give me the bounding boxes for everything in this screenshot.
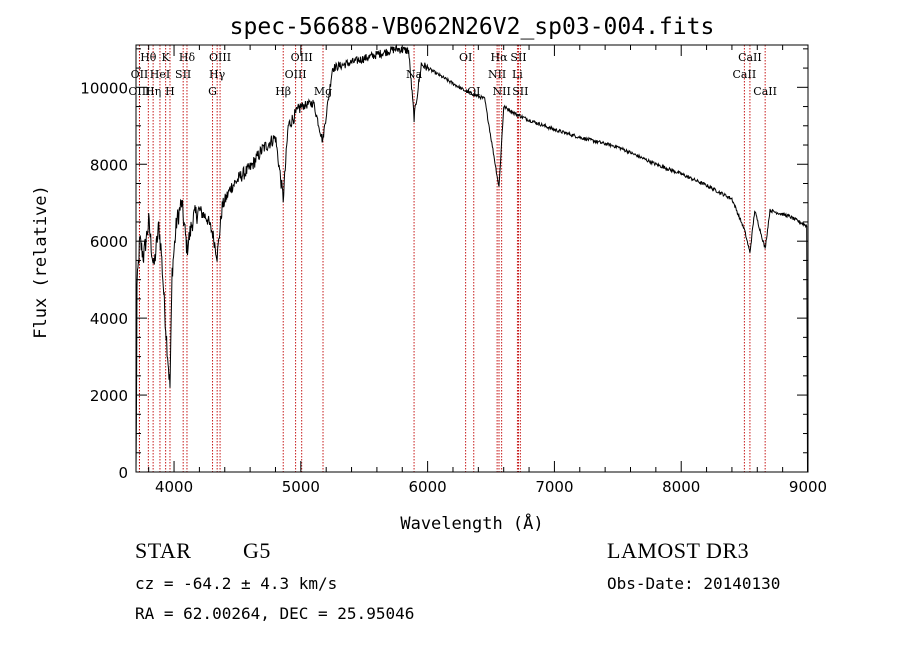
spectral-line-label: OII xyxy=(131,68,149,81)
axis-ticks: 4000 5000 6000 7000 8000 9000 0 2000 4000 6000 800… xyxy=(80,45,827,496)
object-class: STAR xyxy=(135,538,192,563)
chart-title: spec-56688-VB062N26V2_sp03-004.fits xyxy=(230,14,715,40)
spectral-line-label: OIII xyxy=(285,68,307,81)
spectral-line-label: CaII xyxy=(753,85,777,98)
spectral-line-label: OI xyxy=(459,51,472,64)
x-tick-label: 8000 xyxy=(662,478,700,496)
spectral-line-label: SII xyxy=(175,68,191,81)
spectral-line-label: Hη xyxy=(145,85,161,98)
x-tick-label: 6000 xyxy=(409,478,447,496)
spectral-line-label: Hβ xyxy=(275,85,291,98)
spectral-line-label: OIII xyxy=(291,51,313,64)
spectral-line-label: Hθ xyxy=(140,51,157,64)
spectral-line-label: CaII xyxy=(738,51,762,64)
spectral-line-label: NII xyxy=(493,85,511,98)
x-tick-label: 5000 xyxy=(282,478,320,496)
spectral-line-label: Hδ xyxy=(179,51,196,64)
spectral-line-label: NII xyxy=(488,68,506,81)
survey-name: LAMOST DR3 xyxy=(607,538,750,563)
spectral-line-label: HeI xyxy=(150,68,170,81)
spectral-line-label: Li xyxy=(512,68,523,81)
y-axis-label: Flux (relative) xyxy=(31,185,51,339)
spectral-line-markers xyxy=(138,45,766,472)
spectrum-series-line xyxy=(135,43,808,473)
y-tick-label: 10000 xyxy=(80,79,128,97)
spectral-line-label: CaII xyxy=(733,68,757,81)
y-tick-label: 0 xyxy=(118,464,128,482)
x-tick-label: 9000 xyxy=(789,478,827,496)
spectral-line-label: Hα xyxy=(490,51,508,64)
x-tick-label: 7000 xyxy=(535,478,573,496)
redshift-readout: cz = -64.2 ± 4.3 km/s xyxy=(135,574,338,593)
spectral-line-label: Mg xyxy=(314,85,332,98)
spectral-line-label: G xyxy=(208,85,217,98)
y-tick-label: 4000 xyxy=(90,310,128,328)
x-tick-label: 4000 xyxy=(155,478,193,496)
spectral-line-label: Hγ xyxy=(209,68,226,81)
observation-date: Obs-Date: 20140130 xyxy=(607,574,781,593)
spectral-line-label: K xyxy=(162,51,171,64)
plot-frame xyxy=(135,44,809,473)
spectral-line-label: SII xyxy=(510,51,526,64)
spectral-line-label: OIII xyxy=(209,51,231,64)
spectral-line-label: SII xyxy=(512,85,528,98)
y-tick-label: 8000 xyxy=(90,156,128,174)
y-tick-label: 2000 xyxy=(90,387,128,405)
x-axis-label: Wavelength (Å) xyxy=(400,512,543,534)
spectral-line-label: OIII xyxy=(128,85,150,98)
spectral-line-label: H xyxy=(165,85,175,98)
coordinates-readout: RA = 62.00264, DEC = 25.95046 xyxy=(135,604,415,623)
y-tick-label: 6000 xyxy=(90,233,128,251)
spectral-subclass: G5 xyxy=(243,538,271,563)
